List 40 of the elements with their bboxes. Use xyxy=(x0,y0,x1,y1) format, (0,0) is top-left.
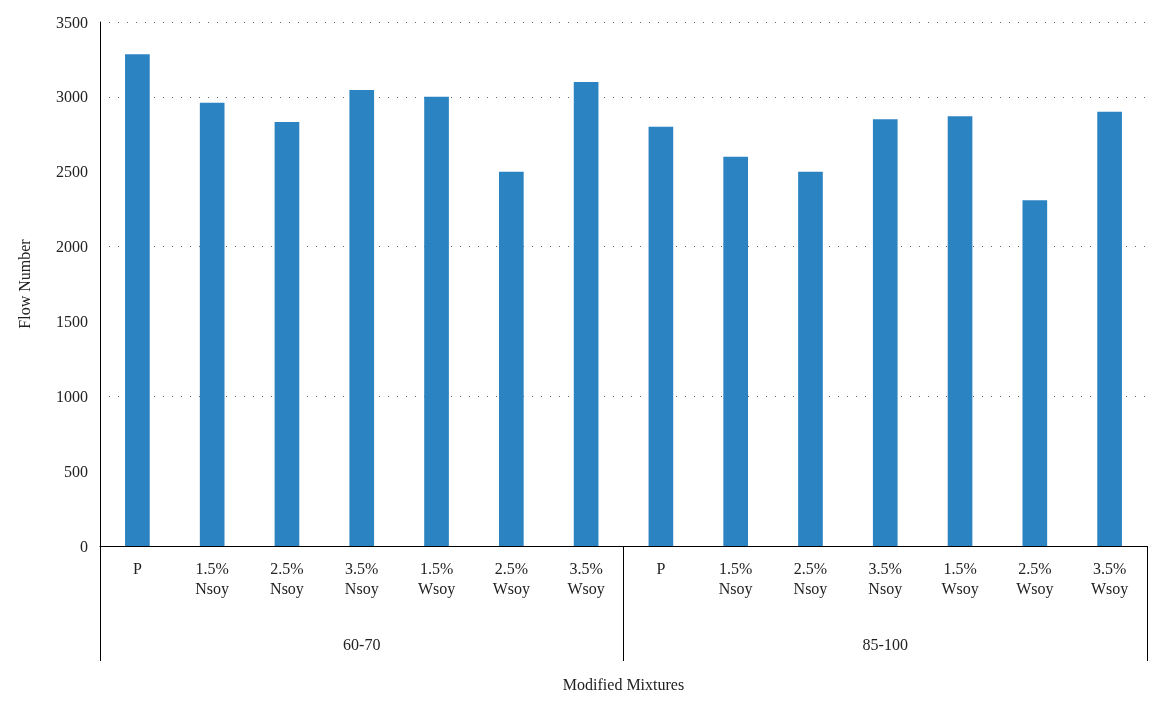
bar xyxy=(199,102,225,546)
bar xyxy=(424,96,449,546)
x-tick-label: 3.5% Wsoy xyxy=(567,559,605,598)
x-tick-label: 3.5% Wsoy xyxy=(1090,559,1129,598)
y-tick-label: 2000 xyxy=(56,238,88,256)
bar xyxy=(498,171,524,546)
bar xyxy=(1022,200,1048,546)
bar xyxy=(798,171,823,546)
x-tick-label: P xyxy=(132,559,142,577)
x-tick-label: 1.5% Wsoy xyxy=(941,559,979,598)
x-axis-title: Modified Mixtures xyxy=(562,675,685,693)
y-tick-label: 1500 xyxy=(56,312,88,330)
bar xyxy=(125,54,150,546)
x-tick-label: 2.5% Wsoy xyxy=(492,559,530,598)
x-tick-label: 1.5% Wsoy xyxy=(417,559,456,598)
x-tick-label: P xyxy=(656,559,666,577)
bar xyxy=(872,119,898,546)
y-tick-label: 500 xyxy=(64,462,88,480)
bar xyxy=(349,90,375,546)
bar xyxy=(573,81,599,546)
x-tick-label: 2.5% Nsoy xyxy=(270,559,304,598)
y-tick-label: 3000 xyxy=(56,88,88,106)
text: 60-70 xyxy=(343,635,381,653)
bar xyxy=(648,126,674,546)
y-axis-title: Flow Number xyxy=(15,238,33,329)
x-tick-label: 3.5% Nsoy xyxy=(868,559,903,598)
x-tick-label: 2.5% Nsoy xyxy=(793,559,828,598)
y-tick-label: 3500 xyxy=(56,13,88,31)
bar xyxy=(1097,111,1122,546)
bar xyxy=(947,116,973,546)
y-tick-label: 1000 xyxy=(56,387,88,405)
text: 85-100 xyxy=(862,635,908,653)
x-tick-label: 2.5% Wsoy xyxy=(1016,559,1054,598)
x-tick-label: 1.5% Nsoy xyxy=(718,559,753,598)
x-tick-label: 3.5% Nsoy xyxy=(344,559,379,598)
x-tick-label: 1.5% Nsoy xyxy=(195,559,230,598)
y-tick-label: 2500 xyxy=(56,163,88,181)
bar xyxy=(274,122,300,546)
bar xyxy=(723,156,749,546)
y-tick-label: 0 xyxy=(80,537,88,555)
